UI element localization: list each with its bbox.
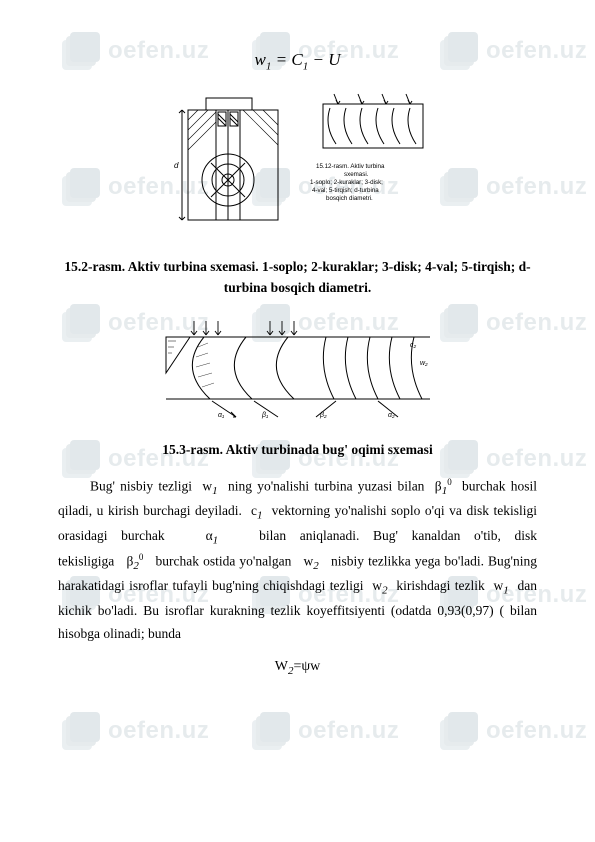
figure-2-wrap: α₁ β₁ β₂ α₂ c₂ w₂	[58, 313, 537, 428]
body-paragraph: Bug' nisbiy tezligi w1 ning yo'nalishi t…	[58, 475, 537, 645]
svg-text:α₂: α₂	[388, 412, 395, 419]
svg-text:15.12-rasm. Aktiv turbina: 15.12-rasm. Aktiv turbina sxemasi. 1-sop…	[310, 163, 386, 202]
figure-1: d	[168, 90, 428, 245]
svg-text:β₂: β₂	[319, 412, 327, 419]
formula-top: w1 = C1 − U	[58, 50, 537, 72]
svg-text:β₁: β₁	[261, 412, 269, 419]
caption-2: 15.3-rasm. Aktiv turbinada bug' oqimi sx…	[58, 440, 537, 461]
svg-text:w₂: w₂	[420, 360, 428, 367]
formula-mid: W2=ψw	[58, 659, 537, 677]
svg-text:α₁: α₁	[218, 412, 225, 419]
figure-1-wrap: d	[58, 90, 537, 245]
svg-text:d: d	[174, 161, 179, 170]
figure-2: α₁ β₁ β₂ α₂ c₂ w₂	[148, 313, 448, 428]
caption-1: 15.2-rasm. Aktiv turbina sxemasi. 1-sopl…	[58, 257, 537, 299]
svg-text:c₂: c₂	[410, 342, 417, 349]
page-content: w1 = C1 − U	[0, 0, 595, 717]
